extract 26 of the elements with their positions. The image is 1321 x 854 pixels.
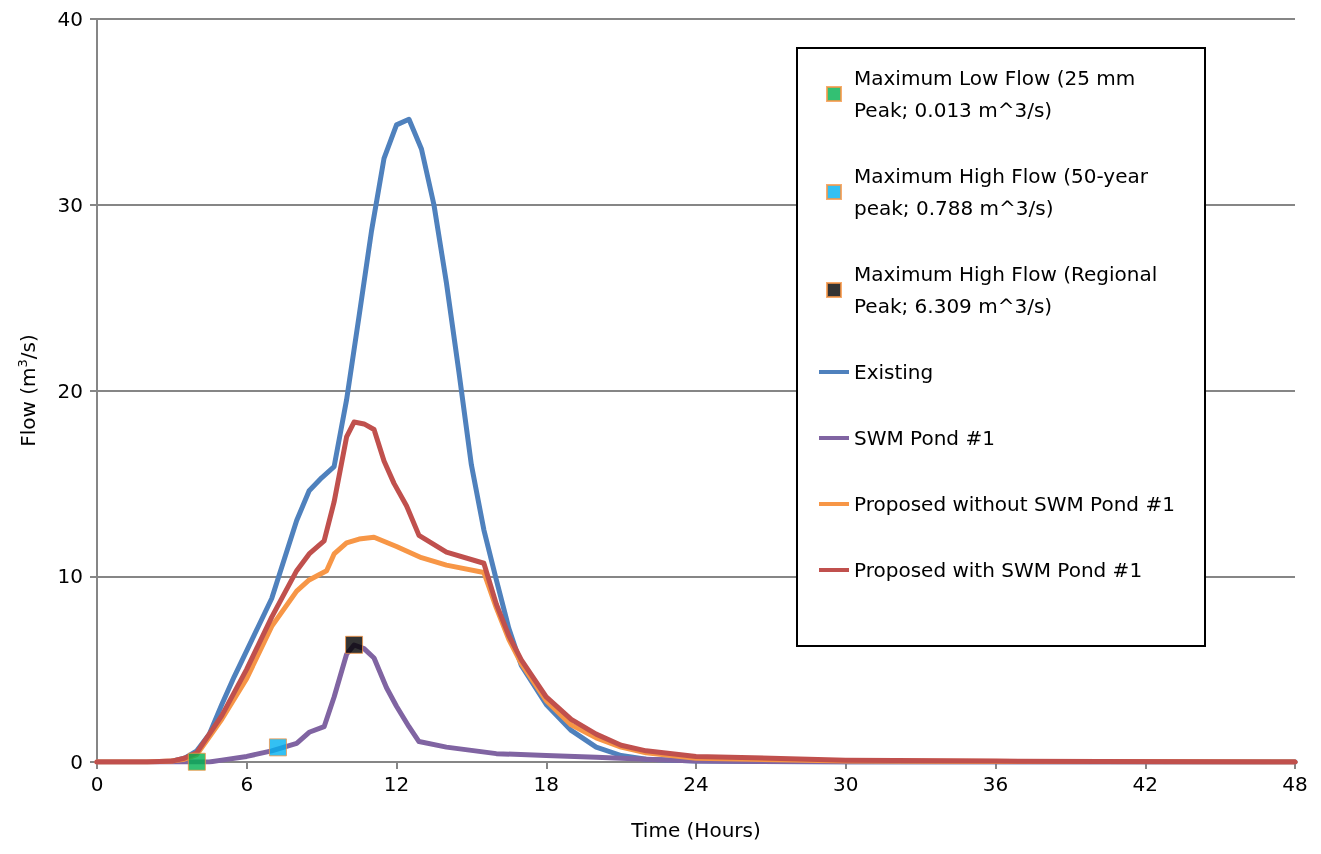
point <box>268 738 287 757</box>
y-tick-label: 40 <box>57 7 83 31</box>
y-tick-label: 0 <box>70 750 83 774</box>
y-tick-label: 10 <box>57 564 83 589</box>
x-tick-label: 12 <box>383 772 410 796</box>
point <box>345 635 364 654</box>
x-tick-label: 48 <box>1282 772 1308 796</box>
y-tick-label: 20 <box>57 378 83 403</box>
y-axis-title: Flow (m3/s) <box>15 334 40 447</box>
x-tick-label: 42 <box>1132 772 1158 796</box>
legend-label: Maximum Low Flow (25 mm Peak; 0.013 m^3/s) <box>854 66 1142 122</box>
legend-label: Existing <box>854 360 934 384</box>
legend-label: Proposed with SWM Pond #1 <box>854 558 1143 582</box>
x-tick-label: 6 <box>240 772 254 796</box>
legend-label: Maximum High Flow (50-year peak; 0.788 m^3/s) <box>854 164 1155 220</box>
x-axis-title: Time (Hours) <box>630 818 761 842</box>
legend-label: SWM Pond #1 <box>854 426 995 450</box>
x-tick-label: 0 <box>90 772 104 796</box>
y-tick-label: 30 <box>57 192 83 217</box>
x-tick-label: 18 <box>533 772 559 796</box>
x-tick-label: 24 <box>683 772 709 796</box>
point <box>187 752 206 771</box>
x-tick-label: 36 <box>982 772 1009 796</box>
x-tick-label: 30 <box>833 772 859 796</box>
legend-label: Maximum High Flow (Regional Peak; 6.309 m^3/s) <box>854 262 1164 318</box>
legend-label: Proposed without SWM Pond #1 <box>854 492 1175 516</box>
